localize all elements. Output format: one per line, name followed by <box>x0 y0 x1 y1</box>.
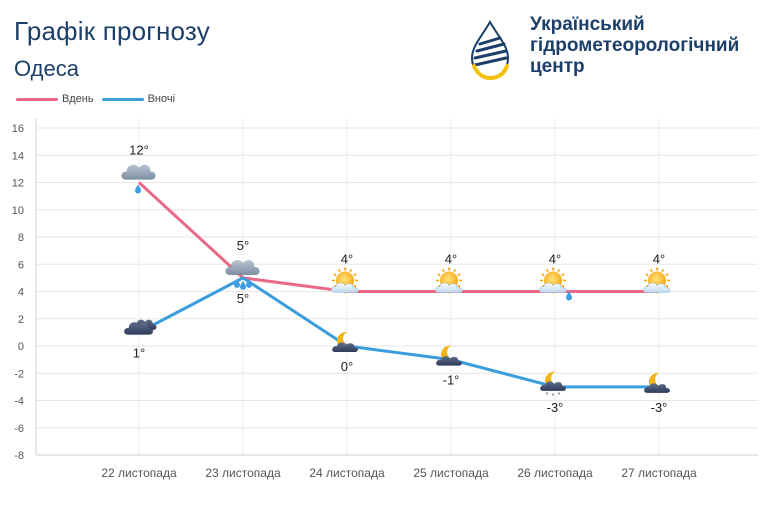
y-tick-label: -4 <box>14 396 24 408</box>
series-line-night <box>138 276 659 389</box>
day-temperature-label: 5° <box>237 238 249 253</box>
y-tick-label: 4 <box>18 287 24 299</box>
night-temperature-label: 1° <box>133 345 145 360</box>
day-temperature-label: 4° <box>445 252 457 267</box>
night-temperature-label: -1° <box>443 373 460 388</box>
water-drop-logo-icon <box>470 20 510 81</box>
cloud-drizzle-icon <box>121 164 156 194</box>
svg-text:*: * <box>552 393 555 400</box>
day-temperature-label: 4° <box>341 252 353 267</box>
legend-swatch-day <box>16 97 58 101</box>
y-tick-label: 2 <box>18 314 24 326</box>
night-temperature-label: 0° <box>341 359 353 374</box>
org-line-3: центр <box>530 56 585 77</box>
org-name: Український гідрометеорологічний центр <box>530 14 770 77</box>
y-tick-label: 0 <box>18 341 24 353</box>
x-tick-label: 22 листопада <box>101 466 177 480</box>
legend-item-day[interactable]: Вдень <box>16 93 94 105</box>
svg-text:*: * <box>546 392 549 399</box>
day-temperature-label: 4° <box>653 252 665 267</box>
moon-cloud-icon <box>436 345 462 366</box>
legend-item-night[interactable]: Вночі <box>101 93 176 105</box>
y-tick-label: 10 <box>12 205 24 217</box>
x-tick-label: 27 листопада <box>621 466 697 480</box>
x-tick-label: 24 листопада <box>309 466 385 480</box>
legend-label-night: Вночі <box>147 93 176 105</box>
sun-behind-cloud-icon <box>435 267 463 294</box>
x-tick-label: 26 листопада <box>517 466 593 480</box>
moon-cloud-icon <box>332 331 358 352</box>
day-temperature-label: 4° <box>549 252 561 267</box>
page-title: Графік прогнозу <box>14 16 210 46</box>
night-temperature-label: 5° <box>237 291 249 306</box>
y-tick-label: 6 <box>18 259 24 271</box>
moon-cloud-snow-icon: * * * <box>540 371 566 400</box>
series-line-day <box>137 181 659 293</box>
svg-text:*: * <box>558 392 561 399</box>
night-temperature-label: -3° <box>547 400 564 415</box>
y-tick-label: 14 <box>12 150 24 162</box>
org-line-1: Український <box>530 14 645 35</box>
x-tick-label: 23 листопада <box>205 466 281 480</box>
night-temperature-label: -3° <box>651 400 668 415</box>
sun-behind-cloud-icon <box>331 267 359 294</box>
y-tick-label: 8 <box>18 232 24 244</box>
city-name: Одеса <box>14 56 79 81</box>
sun-behind-cloud-icon <box>643 267 671 294</box>
org-line-2: гідрометеорологічний <box>530 35 740 56</box>
y-tick-label: 16 <box>12 123 24 135</box>
legend-swatch-night <box>101 97 144 101</box>
y-tick-label: 12 <box>12 178 24 190</box>
dark-clouds-icon <box>123 319 157 335</box>
moon-cloud-icon <box>644 372 670 393</box>
cloud-rain-icon <box>225 260 260 290</box>
x-tick-label: 25 листопада <box>413 466 489 480</box>
y-tick-label: -8 <box>14 450 24 462</box>
chart-legend: Вдень Вночі <box>16 92 183 106</box>
y-tick-label: -6 <box>14 423 24 435</box>
legend-label-day: Вдень <box>62 93 94 105</box>
day-temperature-label: 12° <box>129 143 149 158</box>
sun-cloud-drizzle-icon <box>539 267 572 301</box>
y-tick-label: -2 <box>14 368 24 380</box>
